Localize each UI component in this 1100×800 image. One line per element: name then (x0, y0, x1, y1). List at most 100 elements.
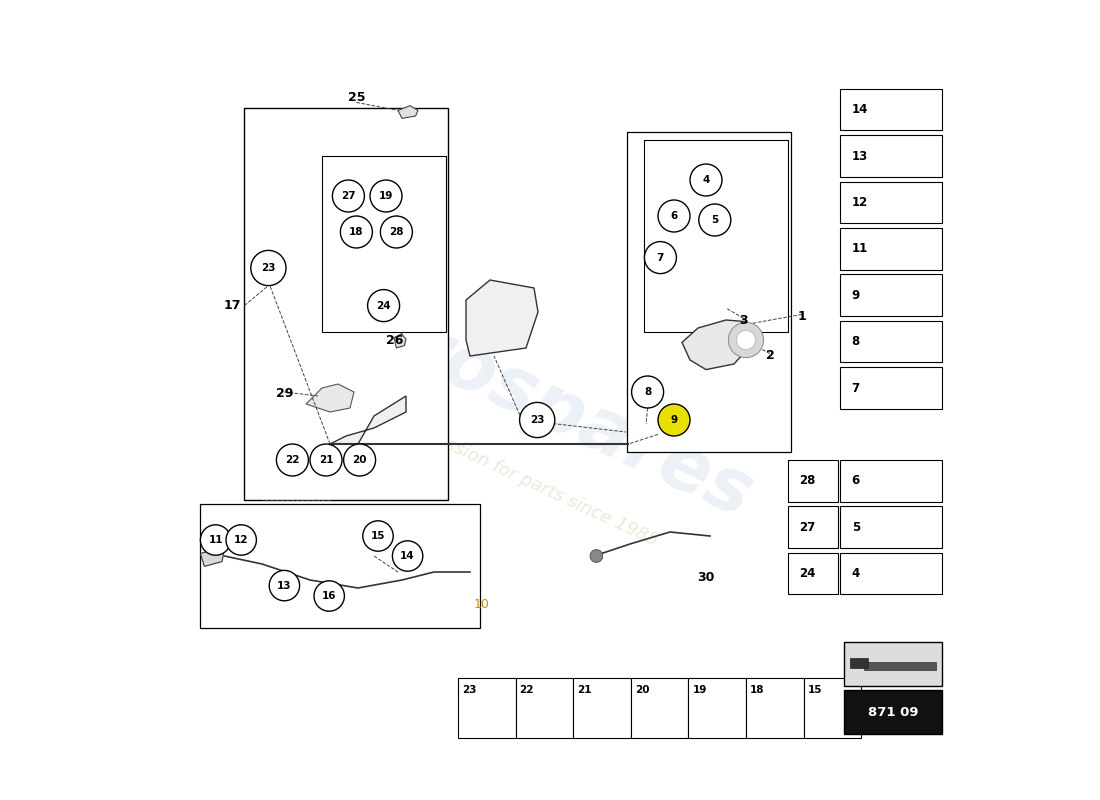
Text: 13: 13 (851, 150, 868, 162)
Text: 14: 14 (851, 103, 868, 116)
Text: 28: 28 (800, 474, 816, 487)
Text: 21: 21 (319, 455, 333, 465)
Text: 18: 18 (750, 686, 764, 695)
Text: 8: 8 (644, 387, 651, 397)
Circle shape (276, 444, 308, 476)
Text: 1: 1 (798, 310, 806, 322)
Text: a passion for parts since 1985: a passion for parts since 1985 (407, 418, 661, 550)
Polygon shape (398, 106, 418, 118)
Text: 26: 26 (386, 334, 404, 346)
Bar (630, 678, 689, 738)
Text: 871 09: 871 09 (868, 706, 918, 718)
Text: 27: 27 (341, 191, 355, 201)
Circle shape (631, 376, 663, 408)
Bar (845, 690, 942, 734)
Text: 14: 14 (400, 551, 415, 561)
Text: 17: 17 (223, 299, 241, 312)
Circle shape (698, 204, 730, 236)
Bar (645, 140, 789, 332)
Text: eurospares: eurospares (304, 266, 764, 534)
Circle shape (645, 242, 676, 274)
Bar (839, 135, 942, 177)
Bar (244, 108, 449, 500)
Circle shape (314, 581, 344, 611)
Text: 19: 19 (378, 191, 393, 201)
Text: 20: 20 (352, 455, 367, 465)
Circle shape (590, 550, 603, 562)
Text: 24: 24 (800, 567, 816, 580)
Text: 22: 22 (285, 455, 299, 465)
Text: 5: 5 (851, 521, 860, 534)
Bar (839, 460, 942, 502)
Text: 18: 18 (349, 227, 364, 237)
Text: 19: 19 (692, 686, 707, 695)
Bar (839, 321, 942, 362)
Bar (516, 678, 573, 738)
Text: 3: 3 (739, 314, 748, 326)
Text: 6: 6 (851, 474, 860, 487)
Bar (746, 678, 804, 738)
Circle shape (381, 216, 412, 248)
Circle shape (251, 250, 286, 286)
Text: 30: 30 (697, 571, 715, 584)
Circle shape (393, 541, 422, 571)
Polygon shape (330, 396, 406, 444)
Text: 28: 28 (389, 227, 404, 237)
Text: 20: 20 (635, 686, 649, 695)
Polygon shape (682, 320, 748, 370)
Bar (689, 678, 746, 738)
Text: 5: 5 (712, 215, 718, 225)
Bar (804, 678, 861, 738)
Text: 21: 21 (578, 686, 592, 695)
Bar (573, 678, 630, 738)
Polygon shape (306, 384, 354, 412)
Circle shape (658, 404, 690, 436)
Text: 4: 4 (851, 567, 860, 580)
Polygon shape (200, 548, 223, 566)
Bar (322, 156, 446, 332)
Text: 25: 25 (348, 91, 365, 104)
Bar (839, 182, 942, 223)
Circle shape (200, 525, 231, 555)
Text: 2: 2 (766, 350, 774, 362)
Bar (845, 642, 942, 686)
Bar (839, 89, 942, 130)
Bar (839, 506, 942, 548)
Text: 23: 23 (261, 263, 276, 273)
Circle shape (226, 525, 256, 555)
Circle shape (332, 180, 364, 212)
Circle shape (367, 290, 399, 322)
Bar (200, 504, 481, 628)
Text: 13: 13 (277, 581, 292, 590)
Circle shape (310, 444, 342, 476)
Circle shape (370, 180, 402, 212)
Text: 9: 9 (851, 289, 860, 302)
Text: 12: 12 (234, 535, 249, 545)
Bar (788, 506, 838, 548)
Text: 4: 4 (702, 175, 710, 185)
Text: 7: 7 (851, 382, 860, 394)
Polygon shape (864, 662, 936, 670)
Circle shape (690, 164, 722, 196)
Circle shape (658, 200, 690, 232)
Text: 23: 23 (530, 415, 544, 425)
Text: 9: 9 (670, 415, 678, 425)
Text: 6: 6 (670, 211, 678, 221)
Bar (839, 274, 942, 316)
Bar (839, 367, 942, 409)
Text: 27: 27 (800, 521, 816, 534)
Bar (839, 553, 942, 594)
Text: 10: 10 (474, 598, 490, 610)
Text: 8: 8 (851, 335, 860, 348)
Bar (839, 228, 942, 270)
Bar (788, 460, 838, 502)
Polygon shape (394, 334, 406, 348)
Text: 11: 11 (208, 535, 223, 545)
Text: 15: 15 (807, 686, 822, 695)
Circle shape (343, 444, 375, 476)
Bar (627, 132, 791, 452)
Circle shape (728, 322, 763, 358)
Text: 29: 29 (276, 387, 293, 400)
Polygon shape (466, 280, 538, 356)
Text: 12: 12 (851, 196, 868, 209)
